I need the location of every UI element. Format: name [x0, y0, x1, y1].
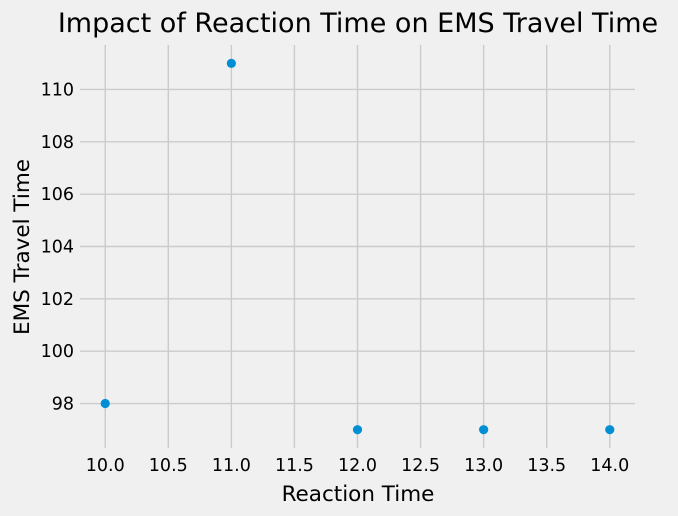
x-tick-label: 14.0 — [590, 456, 629, 476]
data-points — [100, 58, 615, 435]
chart-title: Impact of Reaction Time on EMS Travel Ti… — [58, 8, 658, 39]
y-gridlines — [80, 88, 635, 405]
data-point — [479, 425, 489, 435]
data-point — [605, 425, 615, 435]
y-tick-label: 106 — [41, 185, 74, 205]
x-tick-label: 12.0 — [338, 456, 377, 476]
x-tick-label: 11.5 — [275, 456, 314, 476]
y-axis-label: EMS Travel Time — [10, 159, 35, 335]
y-tick-label: 104 — [41, 238, 74, 258]
data-point — [352, 425, 363, 435]
y-tick-label: 102 — [41, 290, 74, 310]
y-tick-label: 98 — [52, 395, 74, 415]
y-tick-labels: 98 100 102 104 106 108 110 — [41, 80, 74, 414]
y-tick-label: 110 — [41, 80, 74, 100]
x-tick-label: 13.0 — [464, 456, 503, 476]
y-tick-label: 108 — [41, 133, 74, 153]
x-axis-label: Reaction Time — [282, 482, 435, 507]
x-tick-label: 10.0 — [86, 456, 125, 476]
x-tick-labels: 10.0 10.5 11.0 11.5 12.0 12.5 13.0 13.5 14.0 — [86, 456, 630, 476]
data-point — [100, 398, 110, 409]
x-tick-label: 12.5 — [401, 456, 440, 476]
x-tick-label: 11.0 — [212, 456, 251, 476]
x-tick-label: 10.5 — [149, 456, 188, 476]
data-point — [226, 58, 236, 68]
x-tick-label: 13.5 — [527, 456, 566, 476]
y-tick-label: 100 — [41, 342, 74, 362]
